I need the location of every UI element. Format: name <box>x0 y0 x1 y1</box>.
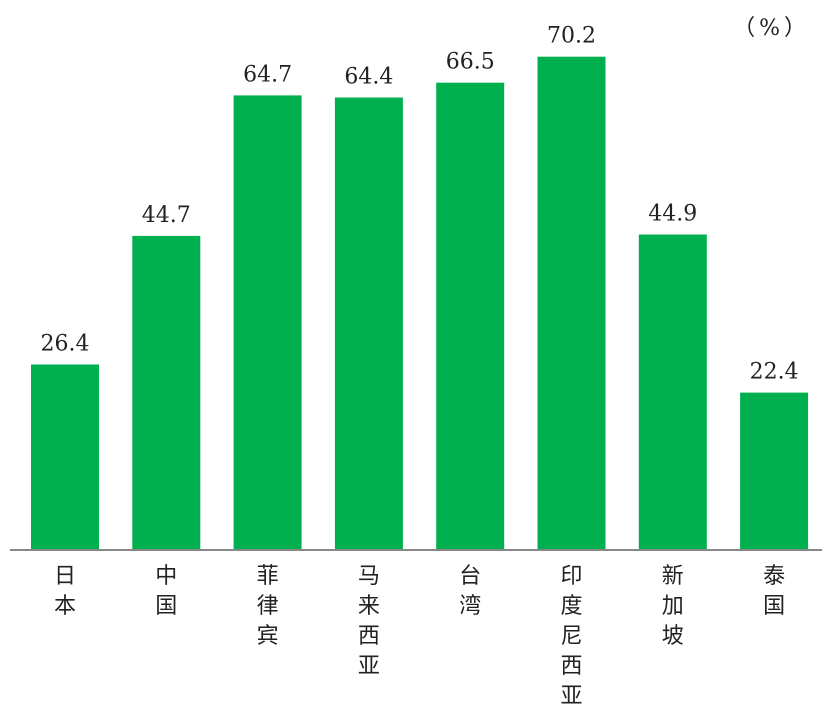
category-label-7: 泰国 <box>763 564 785 619</box>
data-label-2: 64.7 <box>243 62 292 87</box>
data-label-7: 22.4 <box>750 360 799 385</box>
data-label-4: 66.5 <box>446 50 495 75</box>
category-label-1: 中国 <box>155 564 177 619</box>
category-label-4: 台湾 <box>459 564 481 619</box>
category-label-2: 菲律宾 <box>257 564 279 649</box>
data-label-3: 64.4 <box>344 65 393 90</box>
bar-4 <box>436 82 505 550</box>
category-label-5: 印度尼西亚 <box>560 564 582 709</box>
bar-5 <box>537 56 606 550</box>
category-label-3: 马来西亚 <box>358 564 380 679</box>
data-label-0: 26.4 <box>41 332 90 357</box>
category-label-6: 新加坡 <box>662 564 684 649</box>
bar-3 <box>334 97 403 550</box>
unit-label: （%） <box>733 16 810 41</box>
data-label-1: 44.7 <box>142 203 191 228</box>
bar-0 <box>31 364 99 550</box>
category-label-0: 日本 <box>54 564 76 619</box>
data-label-5: 70.2 <box>547 24 596 49</box>
bar-1 <box>132 235 201 550</box>
bar-2 <box>233 95 302 551</box>
data-label-6: 44.9 <box>648 202 697 227</box>
bar-6 <box>638 234 707 550</box>
bar-7 <box>740 392 809 550</box>
